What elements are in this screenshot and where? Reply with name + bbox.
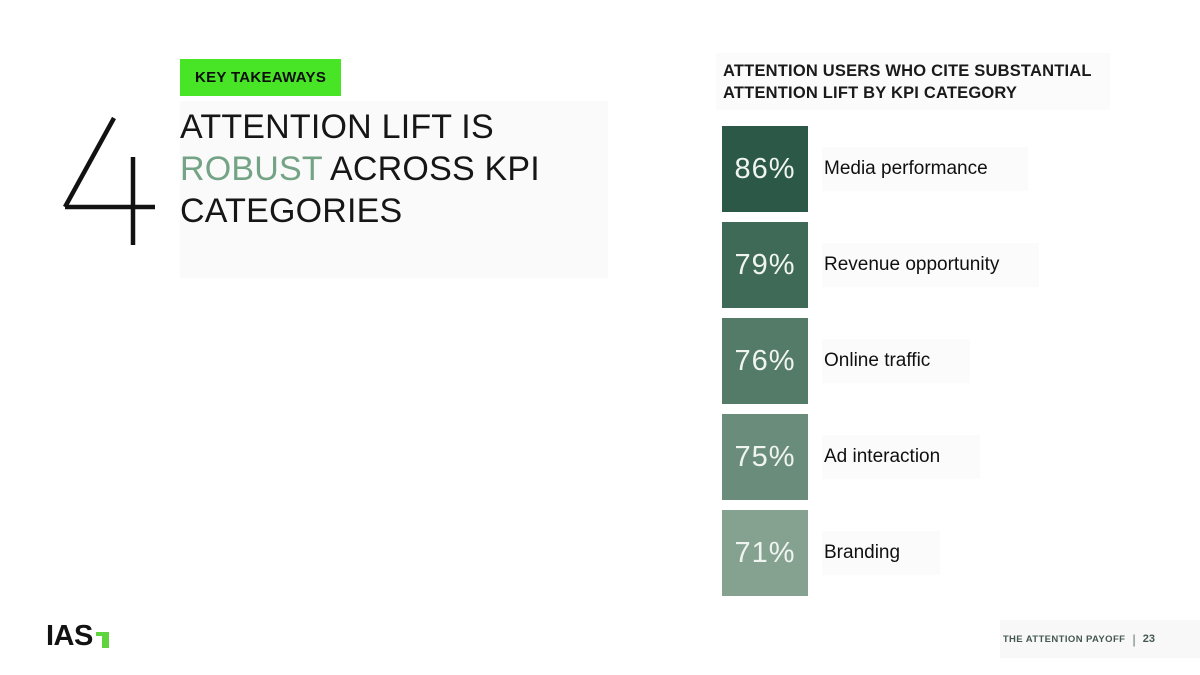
stat-value: 76% xyxy=(734,344,796,377)
chart-title: ATTENTION USERS WHO CITE SUBSTANTIAL ATT… xyxy=(723,62,1092,102)
chart-title-background xyxy=(716,53,1110,110)
footer-strip: THE ATTENTION PAYOFF | 23 xyxy=(1000,620,1200,658)
stat-value-box: 79% xyxy=(722,222,808,308)
stat-value-box: 71% xyxy=(722,510,808,596)
headline-line-2-rest: ACROSS KPI xyxy=(322,150,540,188)
stat-row: 75% Ad interaction xyxy=(722,414,1039,500)
ias-logo: IAS xyxy=(46,620,109,652)
numeral-4-icon xyxy=(63,116,155,245)
headline-highlight: ROBUST xyxy=(180,150,323,188)
stat-label: Ad interaction xyxy=(822,435,981,479)
stat-value: 71% xyxy=(734,536,796,569)
key-takeaways-badge: KEY TAKEAWAYS xyxy=(180,59,342,96)
headline-line-2: ROBUST ACROSS KPI xyxy=(180,148,650,190)
stat-row: 71% Branding xyxy=(722,510,1039,596)
slide-number-numeral: 4 xyxy=(58,110,162,252)
stat-value: 86% xyxy=(734,152,796,185)
stat-value: 79% xyxy=(734,248,796,281)
stat-value-box: 75% xyxy=(722,414,808,500)
stat-value-box: 76% xyxy=(722,318,808,404)
headline-line-3: CATEGORIES xyxy=(180,192,403,230)
headline-background xyxy=(180,101,608,278)
stat-list: 86% Media performance 79% Revenue opport… xyxy=(722,126,1040,606)
ias-logo-text: IAS xyxy=(46,620,93,652)
stat-label: Revenue opportunity xyxy=(822,243,1040,287)
key-takeaways-badge-label: KEY TAKEAWAYS xyxy=(195,69,327,86)
stat-value-box: 86% xyxy=(722,126,808,212)
stat-row: 79% Revenue opportunity xyxy=(722,222,1040,308)
stat-row: 76% Online traffic xyxy=(722,318,1039,404)
footer-separator: | xyxy=(1132,631,1136,647)
stat-row: 86% Media performance xyxy=(722,126,1039,212)
stat-value: 75% xyxy=(734,440,796,473)
stat-label: Media performance xyxy=(822,147,1028,191)
headline-line-1: ATTENTION LIFT IS xyxy=(180,108,494,146)
ias-logo-mark-icon xyxy=(95,632,109,648)
stat-label: Online traffic xyxy=(822,339,971,383)
footer-report-title: THE ATTENTION PAYOFF xyxy=(1002,633,1126,645)
stat-label: Branding xyxy=(822,531,941,575)
slide-headline: ATTENTION LIFT IS ROBUST ACROSS KPI CATE… xyxy=(180,106,650,232)
footer-page-number: 23 xyxy=(1142,633,1155,645)
